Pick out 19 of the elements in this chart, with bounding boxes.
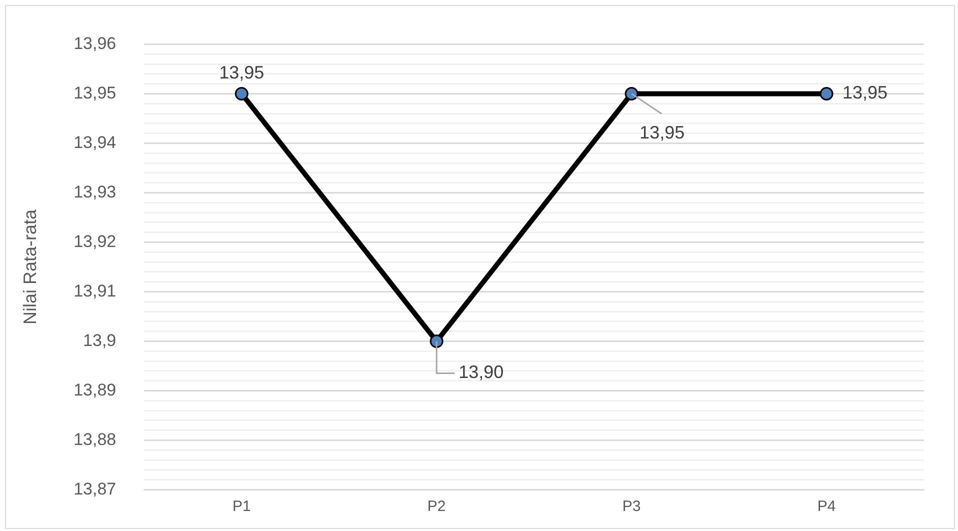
- x-tick-label: P2: [427, 498, 446, 515]
- data-label: 13,90: [458, 362, 504, 382]
- y-tick-label: 13,96: [74, 34, 116, 53]
- x-tick-label: P4: [817, 498, 836, 515]
- data-label: 13,95: [219, 62, 264, 83]
- y-tick-label: 13,89: [74, 380, 116, 400]
- y-tick-label: 13,92: [74, 232, 116, 251]
- y-tick-label: 13,88: [74, 430, 116, 449]
- y-tick-label: 13,9: [83, 330, 116, 350]
- y-tick-label: 13,93: [74, 182, 116, 202]
- y-tick-label: 13,94: [74, 132, 116, 152]
- y-tick-label: 13,95: [74, 83, 116, 102]
- data-label: 13,95: [842, 82, 888, 103]
- x-tick-label: P1: [232, 498, 251, 515]
- y-axis-title: Nilai Rata-rata: [20, 208, 40, 325]
- y-tick-label: 13,87: [74, 479, 116, 498]
- x-tick-label: P3: [622, 498, 641, 515]
- y-tick-label: 13,91: [74, 281, 116, 300]
- data-label: 13,95: [640, 122, 685, 143]
